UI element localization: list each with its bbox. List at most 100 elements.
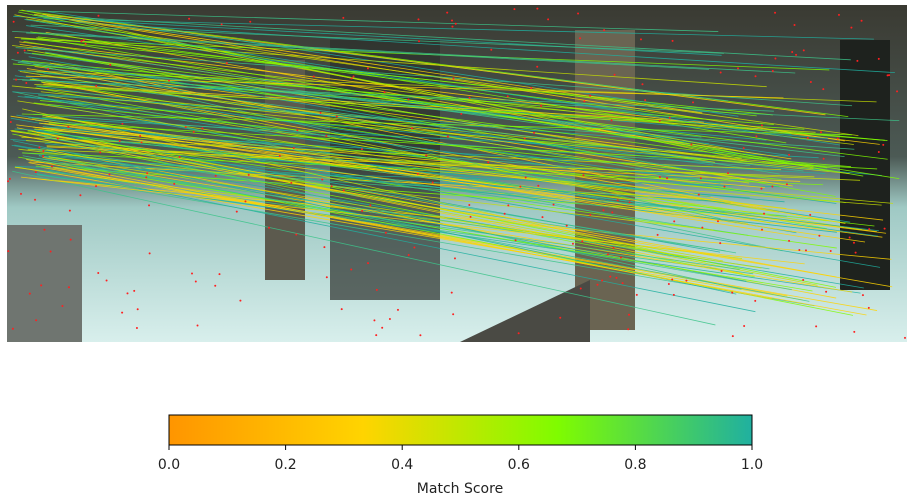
- match-line: [32, 46, 788, 156]
- keypoint: [883, 227, 886, 230]
- match-line: [26, 10, 719, 32]
- match-line: [18, 156, 813, 292]
- keypoint: [11, 327, 14, 330]
- keypoint: [47, 68, 50, 71]
- keypoint: [795, 53, 798, 56]
- keypoint: [40, 284, 43, 287]
- keypoint: [7, 180, 10, 183]
- match-line: [17, 62, 702, 138]
- keypoint: [579, 37, 582, 40]
- match-line: [36, 85, 721, 184]
- match-line: [17, 100, 863, 230]
- keypoint: [67, 286, 70, 289]
- keypoint: [596, 283, 599, 286]
- keypoint: [84, 42, 87, 45]
- keypoint: [290, 181, 293, 184]
- match-line: [42, 125, 749, 236]
- keypoint: [82, 39, 85, 42]
- right-window: [840, 40, 890, 290]
- match-line: [47, 11, 739, 117]
- x-tick-label: 0.2: [274, 457, 296, 473]
- match-line: [22, 152, 823, 186]
- keypoint: [856, 59, 859, 62]
- keypoint: [373, 319, 376, 322]
- keypoint: [79, 194, 82, 197]
- keypoint: [201, 127, 204, 130]
- keypoint: [716, 220, 719, 223]
- keypoint: [384, 231, 387, 234]
- keypoint: [540, 104, 543, 107]
- match-line: [29, 177, 892, 260]
- match-line: [12, 170, 716, 326]
- keypoint: [793, 24, 796, 27]
- keypoint: [737, 67, 740, 70]
- keypoint: [425, 154, 428, 157]
- keypoint: [9, 121, 12, 124]
- keypoint: [519, 185, 522, 188]
- keypoint: [896, 90, 899, 93]
- keypoint: [541, 216, 544, 219]
- keypoint: [644, 99, 647, 102]
- keypoint: [673, 220, 676, 223]
- keypoint: [503, 212, 506, 215]
- match-line: [45, 31, 708, 149]
- keypoint: [547, 18, 550, 21]
- keypoint: [375, 334, 378, 337]
- match-line: [34, 83, 816, 133]
- keypoint: [867, 306, 870, 309]
- keypoint: [416, 172, 419, 175]
- match-line: [46, 145, 861, 181]
- keypoint: [34, 171, 37, 174]
- keypoint: [743, 325, 746, 328]
- keypoint: [121, 311, 124, 314]
- keypoint: [524, 176, 527, 179]
- keypoint: [806, 136, 809, 139]
- match-line: [32, 63, 828, 169]
- keypoint: [760, 124, 763, 127]
- match-line: [26, 68, 793, 187]
- keypoint: [126, 292, 129, 295]
- x-tick-label: 0.6: [508, 457, 530, 473]
- keypoint: [133, 289, 136, 292]
- keypoint: [140, 141, 143, 144]
- keypoint: [330, 185, 333, 188]
- keypoint: [815, 325, 818, 328]
- keypoint: [668, 116, 671, 119]
- keypoint: [701, 226, 704, 229]
- keypoint: [369, 204, 372, 207]
- keypoint: [671, 278, 674, 281]
- keypoint: [413, 246, 416, 249]
- keypoint: [523, 137, 526, 140]
- match-line: [48, 156, 762, 269]
- keypoint: [335, 115, 338, 118]
- keypoint: [239, 299, 242, 302]
- keypoint: [148, 204, 151, 207]
- keypoint: [244, 200, 247, 203]
- keypoint: [453, 257, 456, 260]
- keypoint: [407, 98, 410, 101]
- keypoint: [530, 87, 533, 90]
- keypoint: [452, 313, 455, 316]
- match-line: [11, 144, 747, 282]
- keypoint: [837, 13, 840, 16]
- keypoint: [375, 288, 378, 291]
- x-tick-label: 0.8: [624, 457, 646, 473]
- keypoint: [225, 61, 228, 64]
- keypoint: [877, 57, 880, 60]
- keypoint: [613, 73, 616, 76]
- match-line: [40, 100, 852, 168]
- keypoint: [565, 224, 568, 227]
- keypoint: [268, 226, 271, 229]
- keypoint: [850, 26, 853, 29]
- keypoint: [755, 135, 758, 138]
- match-line: [33, 13, 845, 142]
- keypoint: [671, 39, 674, 42]
- keypoint: [763, 212, 766, 215]
- keypoint: [319, 111, 322, 114]
- match-line: [43, 18, 874, 40]
- keypoint: [513, 8, 516, 11]
- keypoint: [616, 199, 619, 202]
- keypoint: [192, 130, 195, 133]
- keypoint: [396, 308, 399, 311]
- keypoint: [173, 182, 176, 185]
